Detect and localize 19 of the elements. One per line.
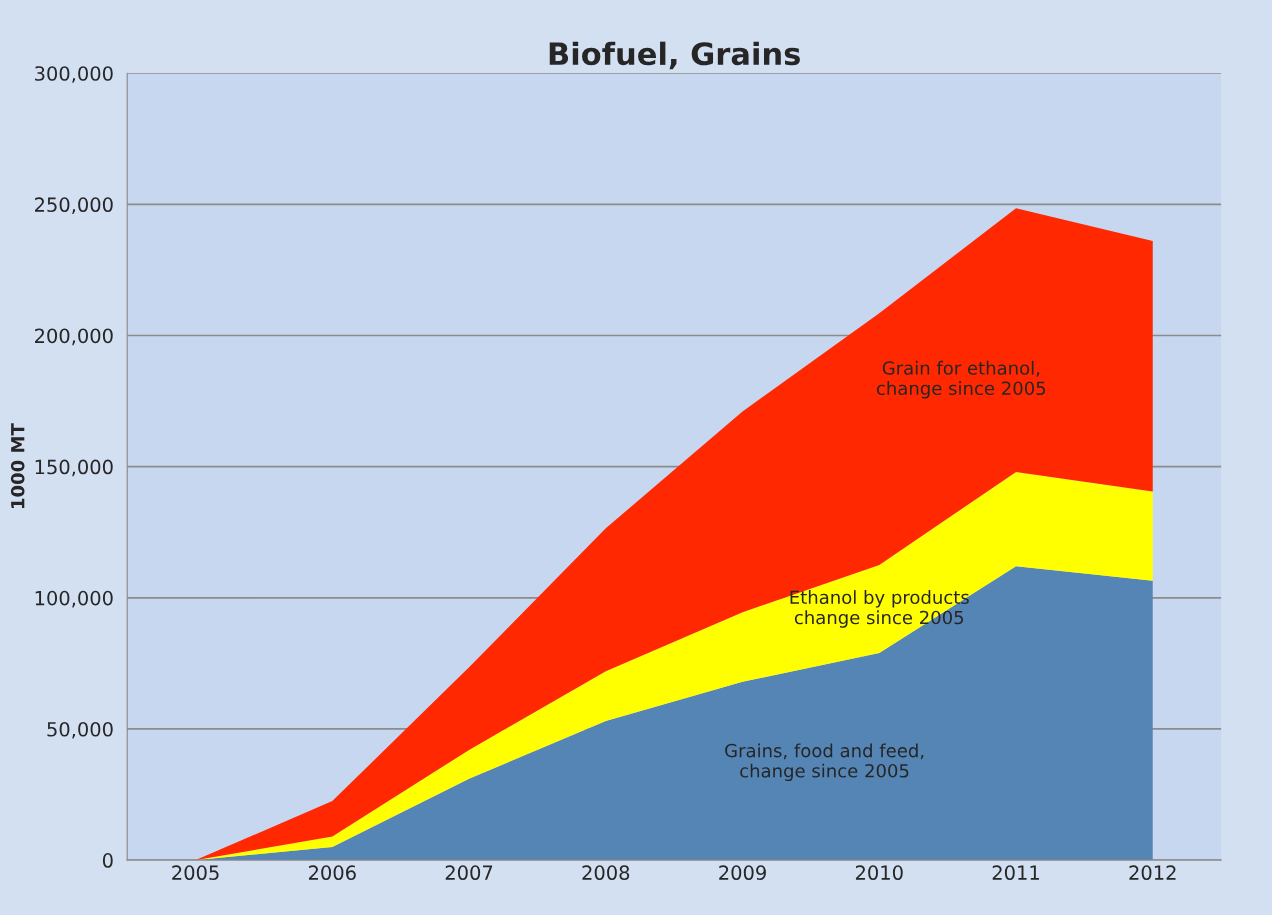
x-tick-label: 2011 xyxy=(992,865,1039,881)
y-tick-label: 100,000 xyxy=(35,590,113,608)
x-tick-label: 2012 xyxy=(1129,865,1176,881)
series-label: Grain for ethanol, change since 2005 xyxy=(876,360,1046,399)
x-tick-label: 2007 xyxy=(445,865,493,881)
y-tick-label: 150,000 xyxy=(35,459,113,477)
y-axis-title: 1000 MT xyxy=(10,423,25,509)
y-tick-label: 250,000 xyxy=(35,197,113,214)
x-tick-label: 2010 xyxy=(855,865,903,881)
y-tick-label: 50,000 xyxy=(47,721,113,739)
x-tick-label: 2005 xyxy=(172,865,219,881)
chart-title: Biofuel, Grains xyxy=(549,41,800,70)
x-tick-label: 2006 xyxy=(308,865,356,881)
y-tick-label: 300,000 xyxy=(35,66,113,83)
y-tick-label: 0 xyxy=(102,853,113,868)
series-label: Grains, food and feed, change since 2005 xyxy=(725,743,924,782)
x-tick-label: 2009 xyxy=(719,865,766,881)
y-tick-label: 200,000 xyxy=(35,328,113,346)
x-tick-label: 2008 xyxy=(582,865,630,881)
